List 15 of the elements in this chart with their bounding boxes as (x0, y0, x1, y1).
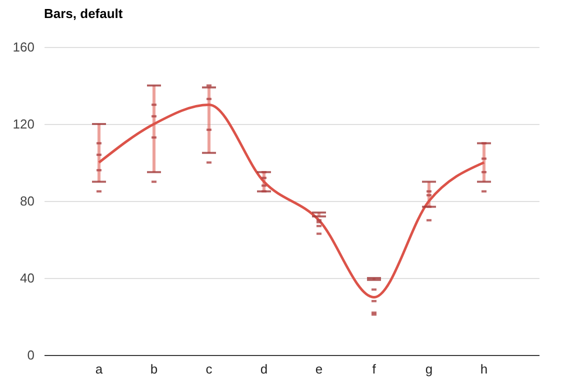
y-tick-label: 120 (12, 116, 34, 132)
chart-title: Bars, default (44, 6, 124, 21)
x-tick-label: c (206, 362, 213, 376)
x-tick-label: g (425, 362, 433, 376)
y-tick-label: 80 (20, 194, 34, 208)
y-tick-label: 40 (20, 270, 34, 286)
x-tick-label: b (150, 362, 158, 376)
x-tick-label: a (95, 362, 104, 376)
line-series (98, 104, 486, 298)
x-tick-label: f (372, 362, 376, 376)
x-tick-label: d (260, 362, 268, 376)
x-tick-label: e (315, 362, 323, 376)
x-tick-label: h (480, 362, 488, 376)
y-tick-label: 0 (27, 348, 34, 362)
y-tick-label: 160 (12, 40, 34, 54)
